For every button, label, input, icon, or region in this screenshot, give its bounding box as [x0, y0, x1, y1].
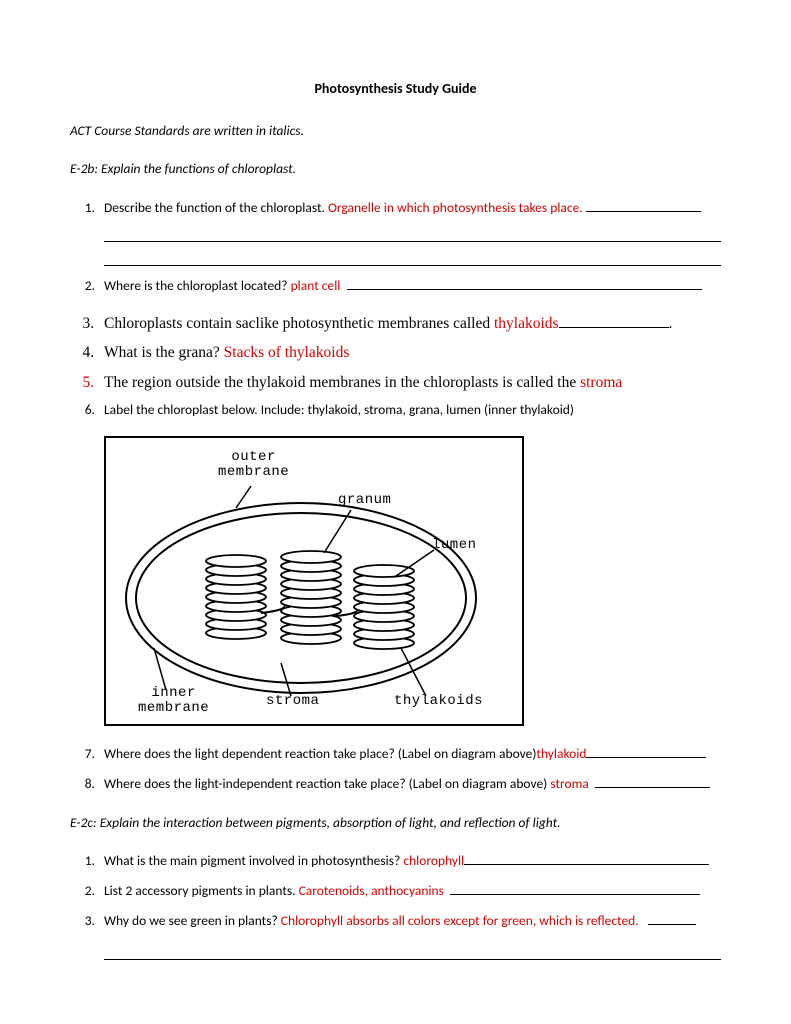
label-inner-membrane: innermembrane: [138, 686, 209, 717]
blank-line: [450, 894, 700, 895]
q11-answer: Chlorophyll absorbs all colors except fo…: [281, 912, 639, 929]
q11-text: Why do we see green in plants?: [104, 912, 281, 929]
label-thylakoids: thylakoids: [394, 694, 483, 709]
blank-line: [586, 211, 701, 212]
blank-line: [595, 787, 710, 788]
q6: Label the chloroplast below. Include: th…: [98, 400, 721, 420]
q2: Where is the chloroplast located? plant …: [98, 276, 721, 296]
q10-text: List 2 accessory pigments in plants.: [104, 882, 299, 899]
section-e2c: E-2c: Explain the interaction between pi…: [70, 813, 721, 833]
q5-text: The region outside the thylakoid membran…: [104, 374, 580, 391]
question-list-1: Describe the function of the chloroplast…: [70, 198, 721, 297]
page: Photosynthesis Study Guide ACT Course St…: [0, 0, 791, 1024]
blank-line: [104, 228, 721, 242]
granum-stack-3: [354, 565, 414, 649]
granum-stack-1: [206, 555, 266, 639]
q8-text: Where does the light-independent reactio…: [104, 775, 550, 792]
q8-answer: stroma: [550, 775, 589, 792]
question-list-3: Where does the light dependent reaction …: [70, 744, 721, 795]
q3: Chloroplasts contain saclike photosynthe…: [98, 312, 721, 335]
chloroplast-diagram: outermembrane granum lumen innermembrane…: [104, 436, 524, 726]
q4-text: What is the grana?: [104, 344, 224, 361]
q5-answer: stroma: [580, 374, 622, 391]
q3-text: Chloroplasts contain saclike photosynthe…: [104, 315, 494, 332]
q7: Where does the light dependent reaction …: [98, 744, 721, 764]
blank-line: [559, 327, 669, 328]
label-lumen: lumen: [432, 538, 477, 553]
q7-answer: thylakoid: [536, 745, 586, 762]
granum-stack-2: [281, 551, 341, 644]
diagram-svg: [106, 438, 522, 724]
q4-answer: Stacks of thylakoids: [224, 344, 350, 361]
page-title: Photosynthesis Study Guide: [70, 78, 721, 99]
label-outer-membrane: outermembrane: [218, 450, 289, 481]
q4: What is the grana? Stacks of thylakoids: [98, 341, 721, 364]
q9: What is the main pigment involved in pho…: [98, 851, 721, 871]
label-stroma: stroma: [266, 694, 319, 709]
section-e2b: E-2b: Explain the functions of chloropla…: [70, 159, 721, 179]
blank-line: [347, 289, 702, 290]
q11: Why do we see green in plants? Chlorophy…: [98, 911, 721, 959]
blank-line: [104, 252, 721, 266]
q9-text: What is the main pigment involved in pho…: [104, 852, 403, 869]
q2-text: Where is the chloroplast located?: [104, 277, 291, 294]
q2-answer: plant cell: [291, 277, 341, 294]
q9-answer: chlorophyll: [403, 852, 464, 869]
q8: Where does the light-independent reactio…: [98, 774, 721, 794]
q5: The region outside the thylakoid membran…: [98, 371, 721, 394]
question-list-2: Chloroplasts contain saclike photosynthe…: [70, 312, 721, 420]
intro-text: ACT Course Standards are written in ital…: [70, 121, 721, 141]
label-granum: granum: [338, 493, 391, 508]
blank-line: [648, 924, 696, 925]
q1-text: Describe the function of the chloroplast…: [104, 199, 328, 216]
blank-line: [464, 864, 709, 865]
q1: Describe the function of the chloroplast…: [98, 198, 721, 266]
q1-answer: Organelle in which photosynthesis takes …: [328, 199, 583, 216]
q7-text: Where does the light dependent reaction …: [104, 745, 536, 762]
blank-line: [104, 946, 721, 960]
q10-answer: Carotenoids, anthocyanins: [299, 882, 444, 899]
question-list-4: What is the main pigment involved in pho…: [70, 851, 721, 960]
q6-text: Label the chloroplast below. Include: th…: [104, 401, 574, 418]
q10: List 2 accessory pigments in plants. Car…: [98, 881, 721, 901]
q3-answer: thylakoids: [494, 315, 559, 332]
blank-line: [586, 757, 706, 758]
